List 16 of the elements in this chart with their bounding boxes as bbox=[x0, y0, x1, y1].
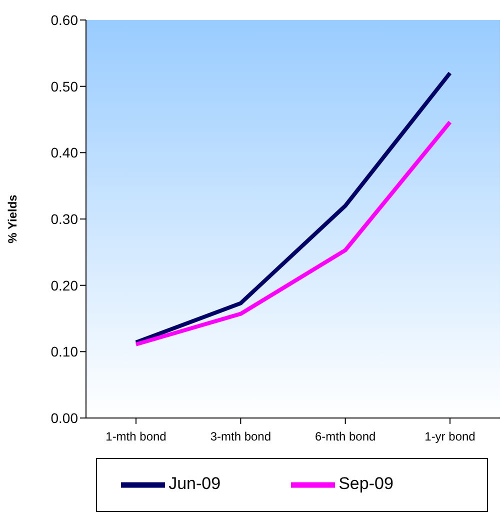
x-tick-label: 1-yr bond bbox=[424, 430, 476, 444]
x-tick-label: 1-mth bond bbox=[106, 430, 166, 444]
y-tick-label: 0.20 bbox=[50, 277, 78, 294]
y-tick-label: 0.00 bbox=[50, 410, 78, 426]
x-tick-label: 3-mth bond bbox=[210, 430, 272, 444]
y-tick-label: 0.10 bbox=[50, 344, 78, 360]
y-tick-label: 0.30 bbox=[50, 210, 78, 227]
x-tick-label: 6-mth bond bbox=[314, 430, 376, 444]
y-tick-label: 0.60 bbox=[50, 12, 78, 28]
line-series bbox=[134, 71, 452, 344]
legend-label: Sep-09 bbox=[338, 474, 394, 494]
line-series bbox=[134, 120, 452, 346]
y-axis-title: % Yields bbox=[5, 194, 20, 244]
y-tick-label: 0.50 bbox=[50, 78, 78, 94]
legend-label: Jun-09 bbox=[168, 474, 221, 494]
y-tick-label: 0.40 bbox=[50, 144, 78, 161]
